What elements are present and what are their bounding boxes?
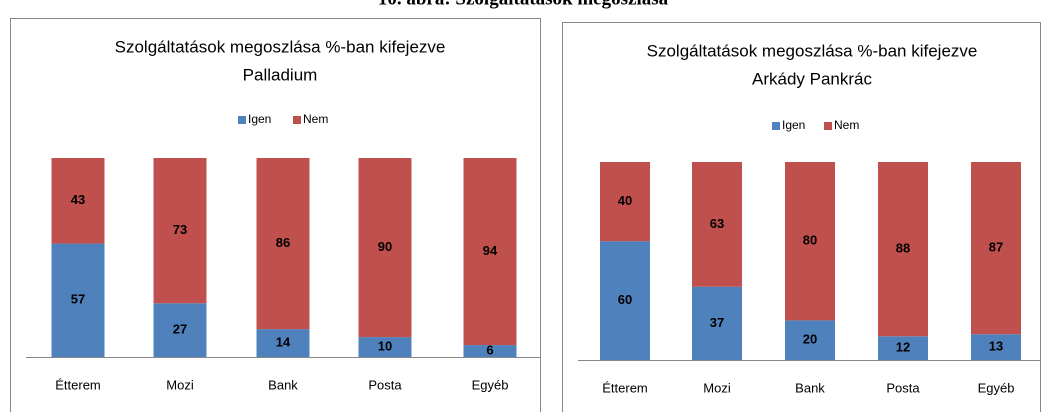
- chart-title: Szolgáltatások megoszlása %-ban kifejezv…: [115, 37, 446, 56]
- value-label: 14: [276, 335, 291, 350]
- legend-swatch: [238, 116, 246, 124]
- bar-segment: [153, 303, 207, 357]
- chart-frame: [10, 18, 541, 412]
- legend-label: Igen: [782, 118, 805, 132]
- x-tick-label: Mozi: [703, 380, 731, 395]
- bar-segment: [256, 158, 310, 330]
- bar-segment: [51, 243, 105, 357]
- x-tick-label: Mozi: [166, 377, 194, 392]
- x-tick-label: Egyéb: [472, 377, 509, 392]
- value-label: 73: [173, 222, 187, 237]
- value-label: 87: [989, 240, 1003, 255]
- chart-title: Arkády Pankrác: [752, 69, 872, 88]
- x-tick-label: Egyéb: [978, 380, 1015, 395]
- bar-segment: [51, 158, 105, 244]
- bar-segment: [358, 158, 412, 338]
- value-label: 12: [896, 340, 910, 355]
- bar-segment: [692, 162, 742, 287]
- bar-segment: [971, 162, 1021, 335]
- value-label: 27: [173, 322, 187, 337]
- value-label: 94: [483, 243, 498, 258]
- value-label: 63: [710, 216, 724, 231]
- bar-segment: [971, 334, 1021, 360]
- value-label: 60: [618, 292, 632, 307]
- bar-segment: [153, 158, 207, 304]
- value-label: 86: [276, 235, 290, 250]
- value-label: 80: [803, 233, 817, 248]
- value-label: 10: [378, 338, 392, 353]
- bar-segment: [785, 320, 835, 360]
- bar-segment: [878, 336, 928, 360]
- bar-segment: [692, 286, 742, 360]
- chart-title: Szolgáltatások megoszlása %-ban kifejezv…: [647, 41, 978, 60]
- value-label: 57: [71, 292, 85, 307]
- legend-swatch: [293, 116, 301, 124]
- bar-segment: [256, 329, 310, 357]
- x-tick-label: Bank: [268, 377, 298, 392]
- value-label: 90: [378, 239, 392, 254]
- bar-segment: [785, 162, 835, 321]
- bar-segment: [463, 345, 517, 357]
- value-label: 13: [989, 339, 1003, 354]
- figure-heading: 10. ábra: Szolgáltatások megoszlása: [378, 0, 669, 9]
- bar-segment: [878, 162, 928, 337]
- legend-label: Nem: [303, 112, 328, 126]
- x-tick-label: Étterem: [55, 377, 101, 392]
- x-tick-label: Posta: [886, 380, 920, 395]
- bar-segment: [600, 241, 650, 360]
- value-label: 6: [486, 342, 493, 357]
- legend-swatch: [772, 122, 780, 130]
- legend-label: Nem: [834, 118, 859, 132]
- x-tick-label: Bank: [795, 380, 825, 395]
- x-tick-label: Posta: [368, 377, 402, 392]
- chart-title: Palladium: [243, 65, 318, 84]
- value-label: 88: [896, 241, 910, 256]
- legend-swatch: [824, 122, 832, 130]
- value-label: 43: [71, 192, 85, 207]
- bar-segment: [600, 162, 650, 242]
- value-label: 37: [710, 315, 724, 330]
- x-tick-label: Étterem: [602, 380, 648, 395]
- legend-label: Igen: [248, 112, 271, 126]
- bar-segment: [463, 158, 517, 346]
- bar-segment: [358, 337, 412, 357]
- value-label: 20: [803, 332, 817, 347]
- value-label: 40: [618, 193, 632, 208]
- chart-frame: [562, 22, 1041, 412]
